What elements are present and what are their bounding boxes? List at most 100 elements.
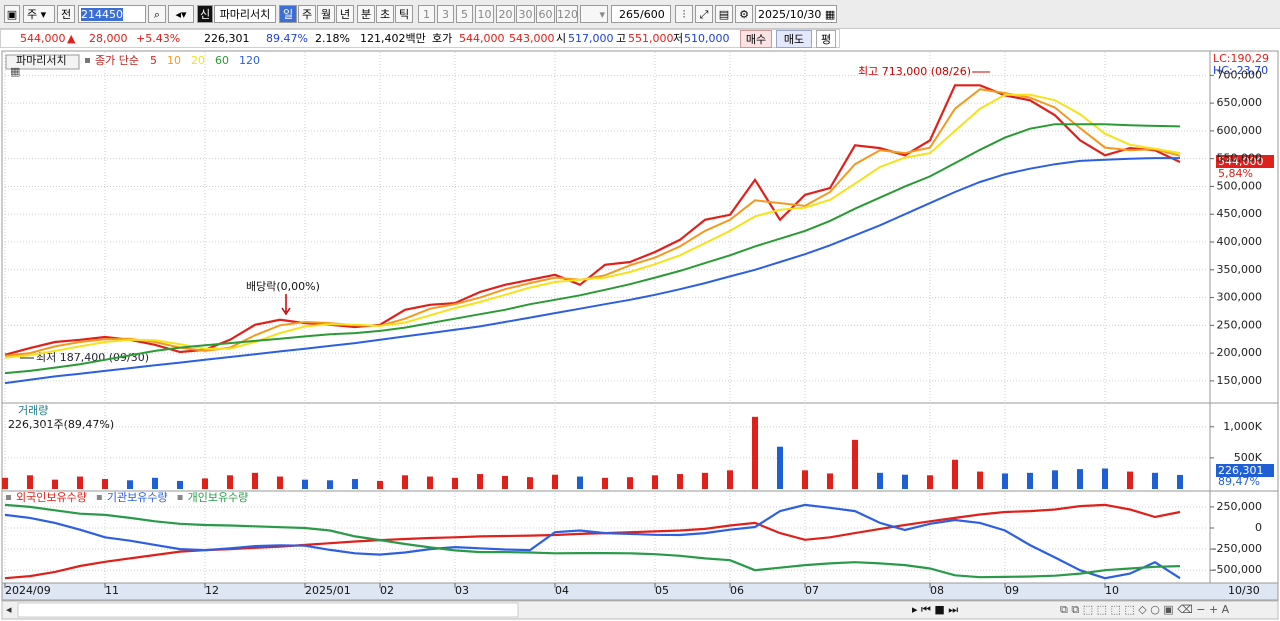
layout-button[interactable]: ▣ (4, 5, 20, 23)
quote-ask-label: 호가 (432, 32, 453, 45)
period-button[interactable]: 분 (357, 5, 375, 23)
volume-bar (902, 474, 908, 489)
interval-button[interactable]: 3 (437, 5, 454, 23)
x-tick-label: 07 (805, 584, 819, 597)
scrollbar-thumb[interactable] (17, 602, 519, 618)
quote-turnover: 2.18% (315, 32, 350, 45)
y-tick-label: 300,000 (1217, 291, 1263, 304)
interval-button[interactable]: 30 (516, 5, 535, 23)
dividend-note: 배당락(0,00%) (246, 280, 320, 293)
y-tick-label: 0 (1255, 521, 1262, 534)
volume-bar (1002, 473, 1008, 489)
volume-bar (827, 473, 833, 489)
interval-button[interactable]: 1 (418, 5, 435, 23)
tool-button[interactable]: ⤢ (695, 5, 713, 23)
series-line (4, 123, 1181, 375)
interval-text: 10 (477, 8, 492, 21)
scroll-left[interactable]: ◂ (6, 603, 12, 616)
volume-bar (427, 476, 433, 489)
volume-bar (202, 478, 208, 489)
legend-swatch (85, 58, 90, 63)
volume-bar (402, 475, 408, 489)
interval-text: 60 (538, 8, 553, 21)
period-button[interactable]: 주 (298, 5, 316, 23)
period-button[interactable]: 월 (317, 5, 335, 23)
volume-bar (1127, 471, 1133, 489)
volume-bar (452, 477, 458, 489)
x-end-label: 10/30 (1228, 584, 1260, 597)
legend-entry: 10 (167, 54, 181, 67)
volume-bar (1077, 469, 1083, 489)
interval-text: 20 (498, 8, 513, 21)
x-tick-label: 05 (655, 584, 669, 597)
x-tick-label: 06 (730, 584, 744, 597)
code-input[interactable]: 214450 (78, 5, 146, 23)
quote-volume: 226,301 (204, 32, 250, 45)
settings-button[interactable]: ⚙ (735, 5, 753, 23)
y-tick-label: 550,000 (1217, 152, 1263, 165)
interval-button[interactable]: 120 (556, 5, 578, 23)
quote-ask: 544,000 (459, 32, 505, 45)
scroll-controls[interactable]: ▸ ⏮ ■ ⏭ (912, 603, 958, 616)
quote-low: 510,000 (684, 32, 730, 45)
count-field[interactable]: 265/600 (611, 5, 671, 23)
interval-button[interactable]: 60 (536, 5, 555, 23)
interval-button[interactable]: 10 (475, 5, 494, 23)
y-tick-label: -500,000 (1213, 563, 1262, 576)
y-tick-label: 1,000K (1223, 420, 1262, 433)
table-icon[interactable]: ▦ (10, 65, 20, 78)
legend-entry: 5 (150, 54, 157, 67)
tool-icons[interactable]: ⧉ ⧉ ⬚ ⬚ ⬚ ⬚ ◇ ○ ▣ ⌫ − + A (1060, 603, 1230, 616)
tool-button[interactable]: ⫶ (675, 5, 693, 23)
period-button[interactable]: 초 (376, 5, 394, 23)
period-button[interactable]: 일 (279, 5, 297, 23)
volume-bar (277, 476, 283, 489)
series-line (4, 93, 1181, 359)
hc-label: HC:-23,70 (1213, 64, 1268, 77)
date-field[interactable]: 2025/10/30 ▦ (755, 5, 837, 23)
volume-bar (627, 477, 633, 489)
name-field[interactable]: 파마리서치 (214, 5, 276, 23)
sell-button[interactable]: 매도 (776, 30, 812, 48)
volume-bar (977, 471, 983, 489)
volume-bar (702, 472, 708, 489)
interval-button[interactable]: 5 (456, 5, 473, 23)
period-text: 년 (339, 8, 351, 21)
interval-select[interactable]: ▾ (580, 5, 608, 23)
volume-bar (302, 479, 308, 489)
avg-button[interactable]: 평 (816, 30, 836, 48)
search-button[interactable]: ⌕ (148, 5, 166, 23)
period-button[interactable]: 틱 (395, 5, 413, 23)
interval-button[interactable]: 20 (496, 5, 515, 23)
series-line (4, 157, 1180, 385)
volume-bar (677, 474, 683, 489)
save-button[interactable]: ▤ (715, 5, 733, 23)
period-button[interactable]: 년 (336, 5, 354, 23)
menu-select[interactable]: 주 ▾ (23, 5, 55, 23)
volume-bar (602, 477, 608, 489)
legend-entry: 기관보유수량 (107, 491, 168, 504)
prev-button[interactable]: 전 (57, 5, 75, 23)
y-tick-label: 250,000 (1217, 318, 1263, 331)
code-text: 214450 (81, 8, 123, 21)
period-text: 일 (282, 8, 294, 21)
volume-subtitle: 226,301주(89,47%) (8, 418, 114, 431)
quote-high: 551,000 (628, 32, 674, 45)
sell-text: 매도 (783, 33, 805, 46)
dividend-arrow (281, 294, 291, 316)
last-price: 544,000 (1218, 155, 1264, 168)
prev-text: 전 (60, 8, 72, 21)
quote-open-label: 시 (556, 32, 567, 45)
period-text: 틱 (398, 8, 410, 21)
buy-button[interactable]: 매수 (740, 30, 772, 48)
period-text: 분 (360, 8, 372, 21)
badge-text: 신 (199, 8, 211, 21)
volume-bar (1027, 472, 1033, 489)
x-tick-label: 12 (205, 584, 219, 597)
volume-bar (477, 474, 483, 489)
interval-text: 5 (461, 8, 468, 21)
volume-bar (552, 474, 558, 489)
quote-volume-pct: 89.47% (266, 32, 308, 45)
low-note: 최저 187,400 (09/30) (36, 351, 149, 364)
sound-button[interactable]: ◂▾ (168, 5, 194, 23)
